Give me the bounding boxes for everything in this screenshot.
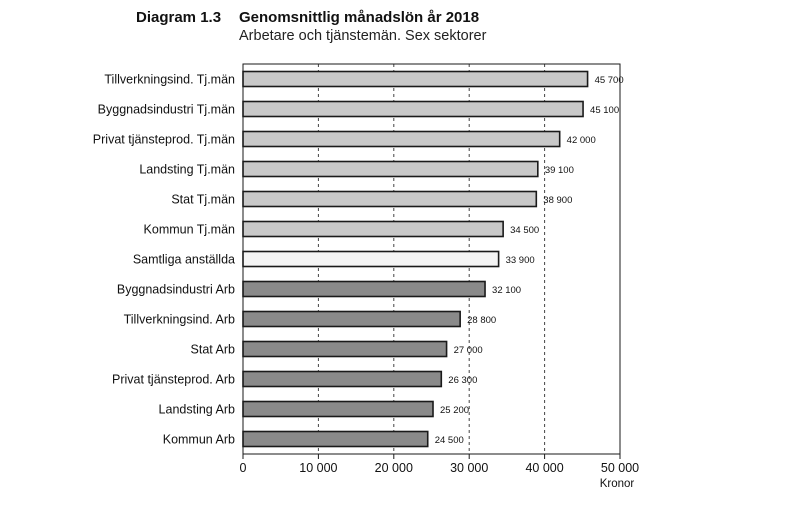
category-label: Privat tjänsteprod. Arb [112,373,235,387]
x-tick-label: 50 000 [601,461,639,475]
value-label: 45 700 [595,75,624,86]
diagram-number: Diagram 1.3 [136,9,222,26]
bar [242,70,589,88]
bar [242,400,434,418]
bar [242,190,538,208]
category-label: Byggnadsindustri Arb [117,283,235,297]
bar [242,250,500,268]
bar [242,220,504,238]
value-label: 38 900 [543,195,572,206]
bar [242,430,429,448]
bar [242,370,443,388]
x-tick-label: 30 000 [450,461,488,475]
value-label: 28 800 [467,315,496,326]
value-label: 42 000 [567,135,596,146]
category-label: Kommun Arb [163,433,235,447]
value-labels: 45 700 45 100 42 000 39 100 38 900 34 500 33 9… [435,75,624,446]
value-label: 26 300 [448,375,477,386]
x-tick-label: 20 000 [375,461,413,475]
chart-header: Diagram 1.3 Genomsnittlig månadslön år 2… [136,9,486,44]
bar [242,100,584,118]
category-label: Tillverkningsind. Tj.män [104,73,235,87]
chart-subtitle: Arbetare och tjänstemän. Sex sektorer [239,28,487,44]
value-label: 24 500 [435,435,464,446]
x-axis: 0 10 000 20 000 30 000 40 000 50 000 Kronor [240,454,639,490]
x-axis-title: Kronor [600,478,635,490]
chart-title: Genomsnittlig månadslön år 2018 [239,9,480,26]
value-label: 25 200 [440,405,469,416]
bar [242,310,461,328]
category-label: Byggnadsindustri Tj.män [98,103,235,117]
value-label: 33 900 [506,255,535,266]
bar [242,130,561,148]
bar [242,340,448,358]
value-label: 39 100 [545,165,574,176]
x-tick-label: 0 [240,461,247,475]
value-label: 32 100 [492,285,521,296]
category-label: Tillverkningsind. Arb [124,313,235,327]
category-label: Samtliga anställda [133,253,235,267]
category-label: Kommun Tj.män [144,223,236,237]
category-label: Privat tjänsteprod. Tj.män [93,133,235,147]
value-label: 34 500 [510,225,539,236]
category-label: Landsting Tj.män [139,163,235,177]
value-label: 27 000 [454,345,483,356]
bar [242,280,486,298]
category-labels: Tillverkningsind. Tj.män Byggnadsindustri… [93,73,235,447]
category-label: Landsting Arb [159,403,235,417]
value-label: 45 100 [590,105,619,116]
x-tick-label: 40 000 [525,461,563,475]
category-label: Stat Arb [191,343,236,357]
bar [242,160,539,178]
category-label: Stat Tj.män [171,193,235,207]
bars [242,70,589,448]
plot-frame [242,63,621,455]
x-tick-label: 10 000 [299,461,337,475]
